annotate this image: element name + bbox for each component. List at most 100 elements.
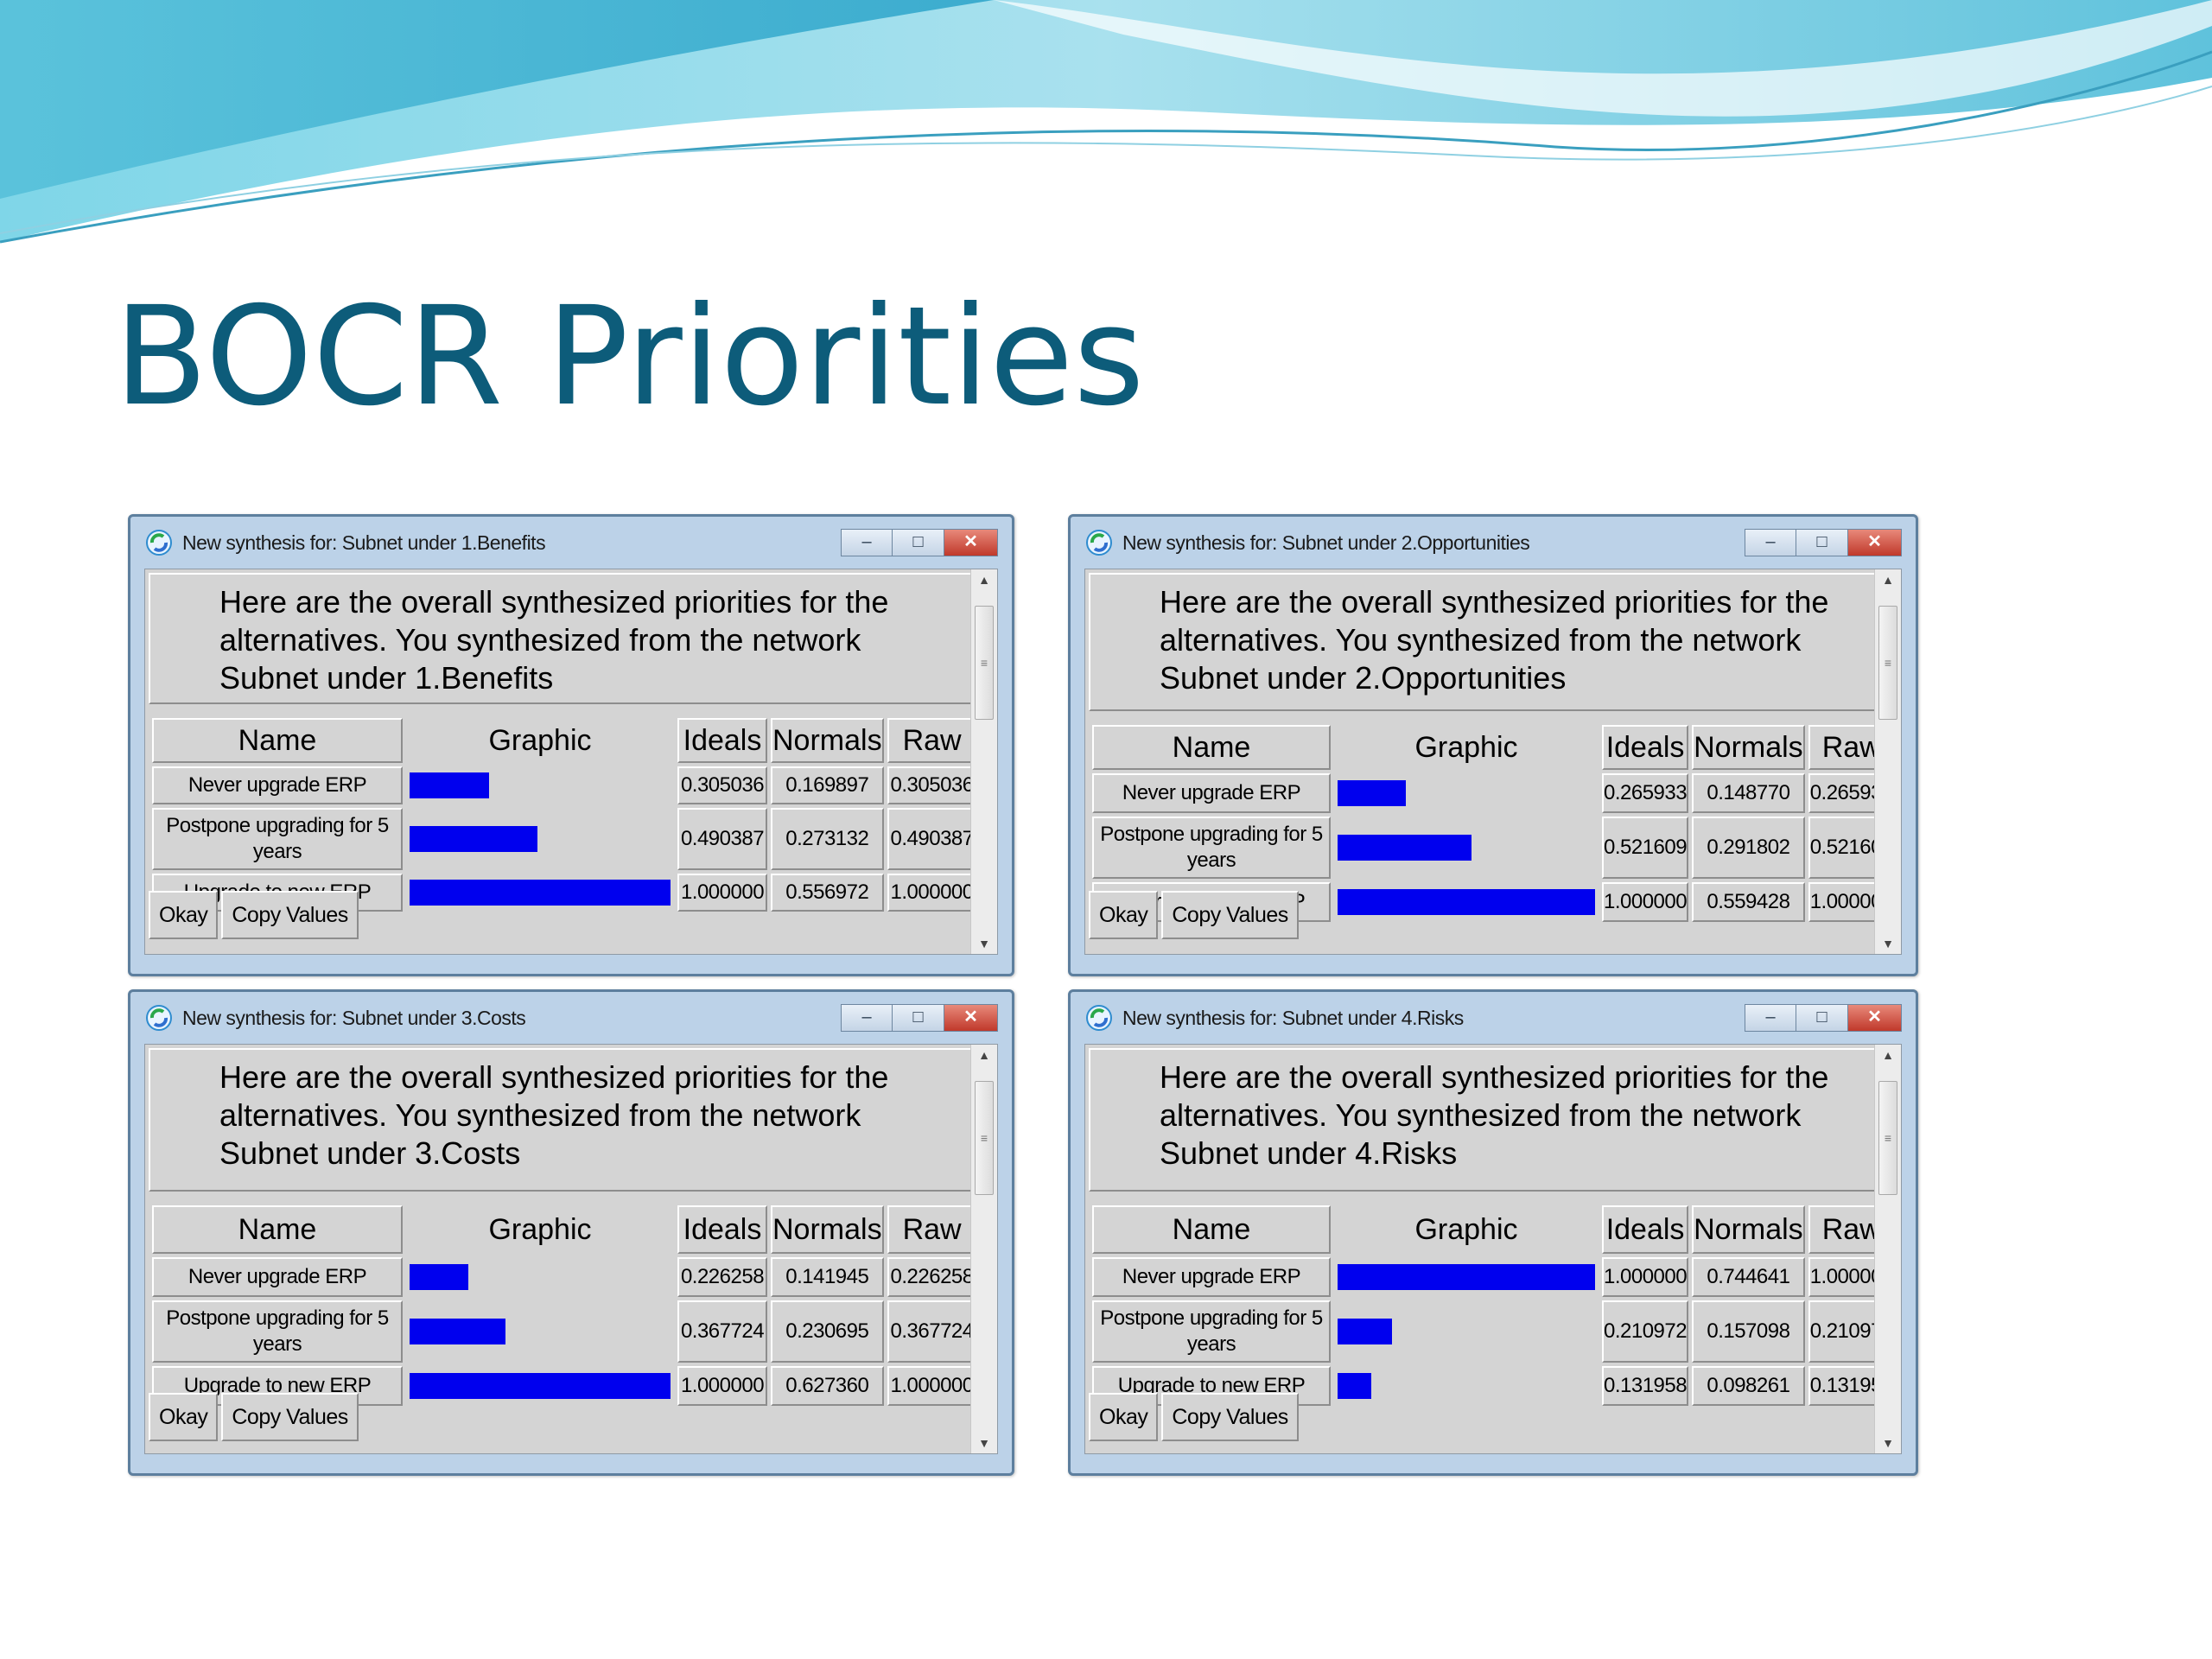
normals-value: 0.556972 [771, 874, 884, 912]
graphic-cell [406, 1300, 674, 1363]
okay-button[interactable]: Okay [1089, 1393, 1159, 1441]
close-button[interactable]: ✕ [944, 529, 998, 556]
minimize-button[interactable]: – [841, 529, 893, 556]
scrollbar-thumb[interactable] [975, 606, 994, 720]
window-title: New synthesis for: Subnet under 2.Opport… [1122, 531, 1530, 554]
scroll-down-arrow-icon[interactable]: ▼ [978, 937, 990, 950]
column-header-name[interactable]: Name [152, 718, 403, 763]
priority-bar [1338, 1264, 1595, 1290]
priority-bar [1338, 835, 1471, 861]
normals-value: 0.157098 [1692, 1300, 1805, 1363]
close-button[interactable]: ✕ [1848, 529, 1902, 556]
copy-values-button[interactable]: Copy Values [1161, 891, 1299, 939]
column-header-raw[interactable]: Raw [887, 718, 977, 763]
window-titlebar[interactable]: New synthesis for: Subnet under 4.Risks … [1084, 992, 1902, 1044]
scroll-down-arrow-icon[interactable]: ▼ [1882, 1436, 1894, 1450]
ideals-value: 1.000000 [1602, 882, 1689, 922]
superdecisions-app-icon [146, 1005, 172, 1031]
column-header-normals[interactable]: Normals [771, 718, 884, 763]
normals-value: 0.141945 [771, 1257, 884, 1297]
superdecisions-app-icon [1086, 1005, 1112, 1031]
column-header-ideals[interactable]: Ideals [1602, 725, 1689, 770]
maximize-button[interactable]: □ [893, 529, 944, 556]
window-titlebar[interactable]: New synthesis for: Subnet under 2.Opport… [1084, 517, 1902, 569]
okay-button[interactable]: Okay [1089, 891, 1159, 939]
priority-bar [410, 880, 671, 906]
column-header-name[interactable]: Name [1092, 1205, 1331, 1254]
scroll-up-arrow-icon[interactable]: ▲ [1882, 1048, 1894, 1062]
maximize-button[interactable]: □ [1796, 1004, 1848, 1032]
vertical-scrollbar[interactable]: ▲ ▼ [1874, 569, 1901, 954]
alternative-name: Postpone upgrading for 5 years [152, 1300, 403, 1363]
raw-value: 0.305036 [887, 766, 977, 804]
minimize-button[interactable]: – [1745, 1004, 1796, 1032]
ideals-value: 0.367724 [677, 1300, 767, 1363]
window-title: New synthesis for: Subnet under 3.Costs [182, 1006, 526, 1029]
table-row: Never upgrade ERP 1.000000 0.744641 1.00… [1092, 1257, 1895, 1297]
scroll-up-arrow-icon[interactable]: ▲ [978, 1048, 990, 1062]
column-header-ideals[interactable]: Ideals [677, 1205, 767, 1254]
copy-values-button[interactable]: Copy Values [221, 1393, 359, 1441]
scroll-down-arrow-icon[interactable]: ▼ [1882, 937, 1894, 950]
table-header-row: Name Graphic Ideals Normals Raw [152, 718, 977, 763]
priority-bar [410, 1319, 505, 1344]
vertical-scrollbar[interactable]: ▲ ▼ [1874, 1045, 1901, 1453]
column-header-normals[interactable]: Normals [1692, 1205, 1805, 1254]
ideals-value: 0.305036 [677, 766, 767, 804]
column-header-graphic[interactable]: Graphic [1334, 1205, 1599, 1254]
close-button[interactable]: ✕ [1848, 1004, 1902, 1032]
maximize-button[interactable]: □ [893, 1004, 944, 1032]
column-header-name[interactable]: Name [1092, 725, 1331, 770]
normals-value: 0.744641 [1692, 1257, 1805, 1297]
priority-bar [410, 1373, 671, 1399]
normals-value: 0.098261 [1692, 1366, 1805, 1406]
minimize-button[interactable]: – [1745, 529, 1796, 556]
normals-value: 0.559428 [1692, 882, 1805, 922]
ideals-value: 0.210972 [1602, 1300, 1689, 1363]
table-row: Never upgrade ERP 0.226258 0.141945 0.22… [152, 1257, 977, 1297]
priority-bar [1338, 780, 1406, 806]
okay-button[interactable]: Okay [149, 891, 219, 939]
okay-button[interactable]: Okay [149, 1393, 219, 1441]
scrollbar-thumb[interactable] [1878, 1081, 1897, 1195]
scrollbar-thumb[interactable] [975, 1081, 994, 1195]
column-header-raw[interactable]: Raw [887, 1205, 977, 1254]
graphic-cell [406, 808, 674, 870]
raw-value: 0.367724 [887, 1300, 977, 1363]
synthesis-message: Here are the overall synthesized priorit… [149, 1048, 973, 1192]
copy-values-button[interactable]: Copy Values [221, 891, 359, 939]
column-header-normals[interactable]: Normals [771, 1205, 884, 1254]
window-titlebar[interactable]: New synthesis for: Subnet under 1.Benefi… [144, 517, 998, 569]
ideals-value: 0.490387 [677, 808, 767, 870]
column-header-ideals[interactable]: Ideals [677, 718, 767, 763]
scrollbar-thumb[interactable] [1878, 606, 1897, 720]
column-header-ideals[interactable]: Ideals [1602, 1205, 1689, 1254]
scroll-up-arrow-icon[interactable]: ▲ [978, 573, 990, 587]
window-titlebar[interactable]: New synthesis for: Subnet under 3.Costs … [144, 992, 998, 1044]
table-row: Postpone upgrading for 5 years 0.521609 … [1092, 817, 1895, 879]
copy-values-button[interactable]: Copy Values [1161, 1393, 1299, 1441]
table-row: Upgrade to new ERP 1.000000 0.556972 1.0… [152, 874, 977, 912]
priority-bar [1338, 1373, 1371, 1399]
raw-value: 0.226258 [887, 1257, 977, 1297]
vertical-scrollbar[interactable]: ▲ ▼ [970, 569, 997, 954]
priority-bar [410, 1264, 468, 1290]
table-row: Never upgrade ERP 0.265933 0.148770 0.26… [1092, 773, 1895, 813]
column-header-name[interactable]: Name [152, 1205, 403, 1254]
ideals-value: 0.265933 [1602, 773, 1689, 813]
minimize-button[interactable]: – [841, 1004, 893, 1032]
dialog-button-bar: Okay Copy Values [1089, 1393, 1299, 1441]
graphic-cell [406, 1366, 674, 1406]
priorities-table: Name Graphic Ideals Normals Raw Never up… [149, 715, 981, 915]
column-header-graphic[interactable]: Graphic [406, 1205, 674, 1254]
close-button[interactable]: ✕ [944, 1004, 998, 1032]
ideals-value: 0.521609 [1602, 817, 1689, 879]
scroll-up-arrow-icon[interactable]: ▲ [1882, 573, 1894, 587]
vertical-scrollbar[interactable]: ▲ ▼ [970, 1045, 997, 1453]
scroll-down-arrow-icon[interactable]: ▼ [978, 1436, 990, 1450]
column-header-graphic[interactable]: Graphic [1334, 725, 1599, 770]
maximize-button[interactable]: □ [1796, 529, 1848, 556]
column-header-normals[interactable]: Normals [1692, 725, 1805, 770]
table-row: Postpone upgrading for 5 years 0.490387 … [152, 808, 977, 870]
column-header-graphic[interactable]: Graphic [406, 718, 674, 763]
